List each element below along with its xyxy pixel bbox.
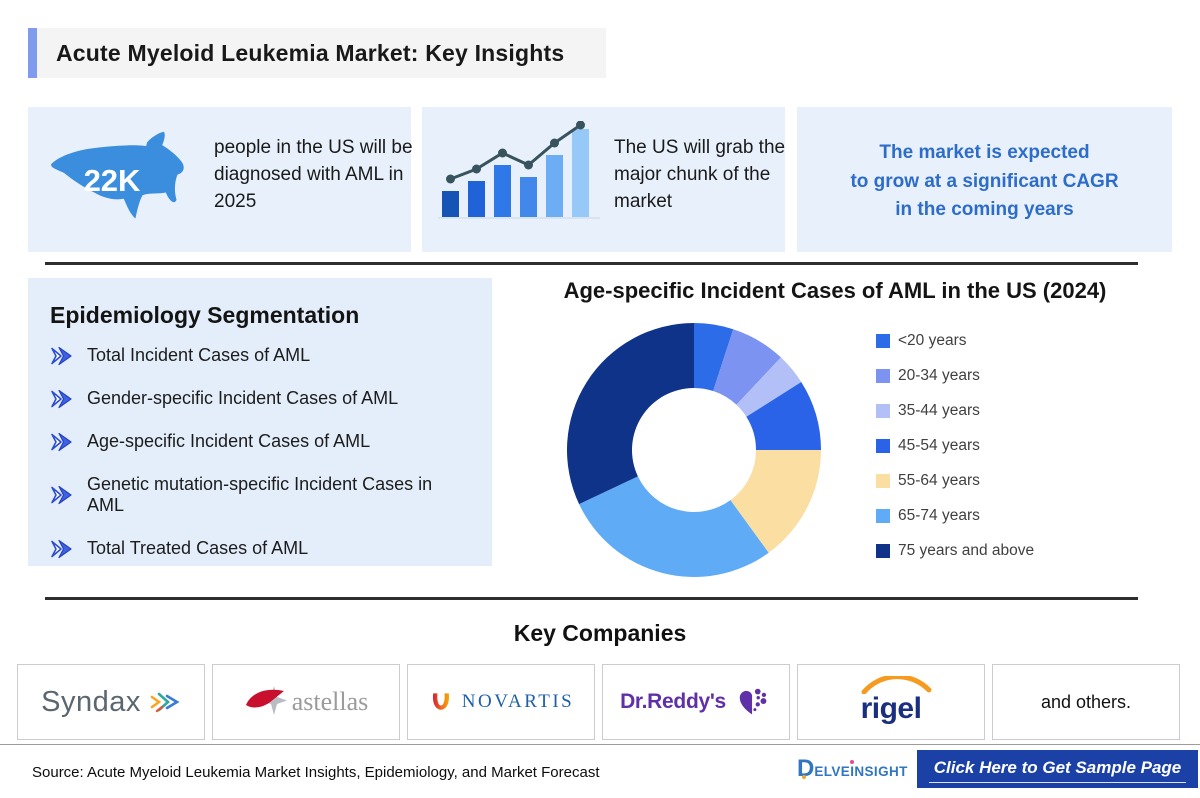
legend-item: 55-64 years	[876, 472, 1034, 489]
stat-text: people in the US will be diagnosed with …	[214, 137, 413, 212]
double-chevron-icon	[51, 432, 72, 451]
list-item: Genetic mutation-specific Incident Cases…	[50, 474, 470, 516]
epidemiology-title: Epidemiology Segmentation	[50, 302, 360, 328]
company-logo-astellas: astellas	[212, 664, 400, 740]
legend-swatch	[876, 403, 890, 418]
rigel-arc-icon	[861, 676, 932, 694]
section-divider	[45, 597, 1138, 600]
company-logo-novartis: NOVARTIS	[407, 664, 595, 740]
footer-divider	[0, 744, 1200, 745]
epidemiology-list: Total Incident Cases of AML Gender-speci…	[50, 345, 470, 559]
legend-swatch	[876, 438, 890, 453]
source-text: Source: Acute Myeloid Leukemia Market In…	[32, 764, 600, 781]
legend-item: 20-34 years	[876, 367, 1034, 384]
stat-card-us-diagnosed: 22K people in the US will be diagnosed w…	[28, 107, 413, 252]
stat-text: The US will grab the major chunk of the …	[614, 137, 786, 212]
page-title: Acute Myeloid Leukemia Market: Key Insig…	[56, 39, 565, 66]
legend-item: 35-44 years	[876, 402, 1034, 419]
cagr-text: The market is expected to grow at a sign…	[850, 142, 1119, 220]
chart-legend: <20 years 20-34 years 35-44 years 45-54 …	[876, 332, 1034, 578]
list-item: Age-specific Incident Cases of AML	[50, 431, 470, 452]
legend-swatch	[876, 368, 890, 383]
double-chevron-icon	[51, 539, 72, 558]
company-logo-syndax: Syndax	[17, 664, 205, 740]
syndax-arrows-icon	[150, 692, 180, 713]
company-logo-drreddys: Dr.Reddy's	[602, 664, 790, 740]
growth-bar-chart-icon	[438, 121, 600, 219]
legend-swatch	[876, 333, 890, 348]
page-title-bar: Acute Myeloid Leukemia Market: Key Insig…	[28, 28, 606, 78]
legend-item: 65-74 years	[876, 507, 1034, 524]
legend-swatch	[876, 543, 890, 558]
list-item: Gender-specific Incident Cases of AML	[50, 388, 470, 409]
company-others-card: and others.	[992, 664, 1180, 740]
epidemiology-panel: Epidemiology Segmentation Total Incident…	[28, 278, 492, 566]
stat-card-cagr: The market is expected to grow at a sign…	[797, 107, 1172, 252]
novartis-flame-icon	[432, 693, 449, 710]
list-item: Total Incident Cases of AML	[50, 345, 470, 366]
stat-card-market-share: The US will grab the major chunk of the …	[422, 107, 785, 252]
legend-swatch	[876, 473, 890, 488]
us-map-icon: 22K	[46, 129, 198, 231]
double-chevron-icon	[51, 346, 72, 365]
delveinsight-logo: D ELVEINSIGHT	[797, 755, 908, 782]
astellas-star-icon	[245, 686, 287, 715]
legend-swatch	[876, 508, 890, 523]
company-logo-rigel: rigel	[797, 664, 985, 740]
chart-title: Age-specific Incident Cases of AML in th…	[563, 278, 1107, 303]
double-chevron-icon	[51, 389, 72, 408]
stat-value: 22K	[83, 163, 141, 198]
sample-page-button[interactable]: Click Here to Get Sample Page	[917, 750, 1198, 788]
drreddys-heart-icon	[739, 688, 767, 715]
list-item: Total Treated Cases of AML	[50, 538, 470, 559]
section-divider	[45, 262, 1138, 265]
companies-title: Key Companies	[513, 620, 687, 646]
legend-item: 45-54 years	[876, 437, 1034, 454]
double-chevron-icon	[51, 485, 72, 505]
title-accent-bar	[28, 28, 37, 78]
donut-chart	[567, 323, 821, 577]
legend-item: 75 years and above	[876, 542, 1034, 559]
legend-item: <20 years	[876, 332, 1034, 349]
